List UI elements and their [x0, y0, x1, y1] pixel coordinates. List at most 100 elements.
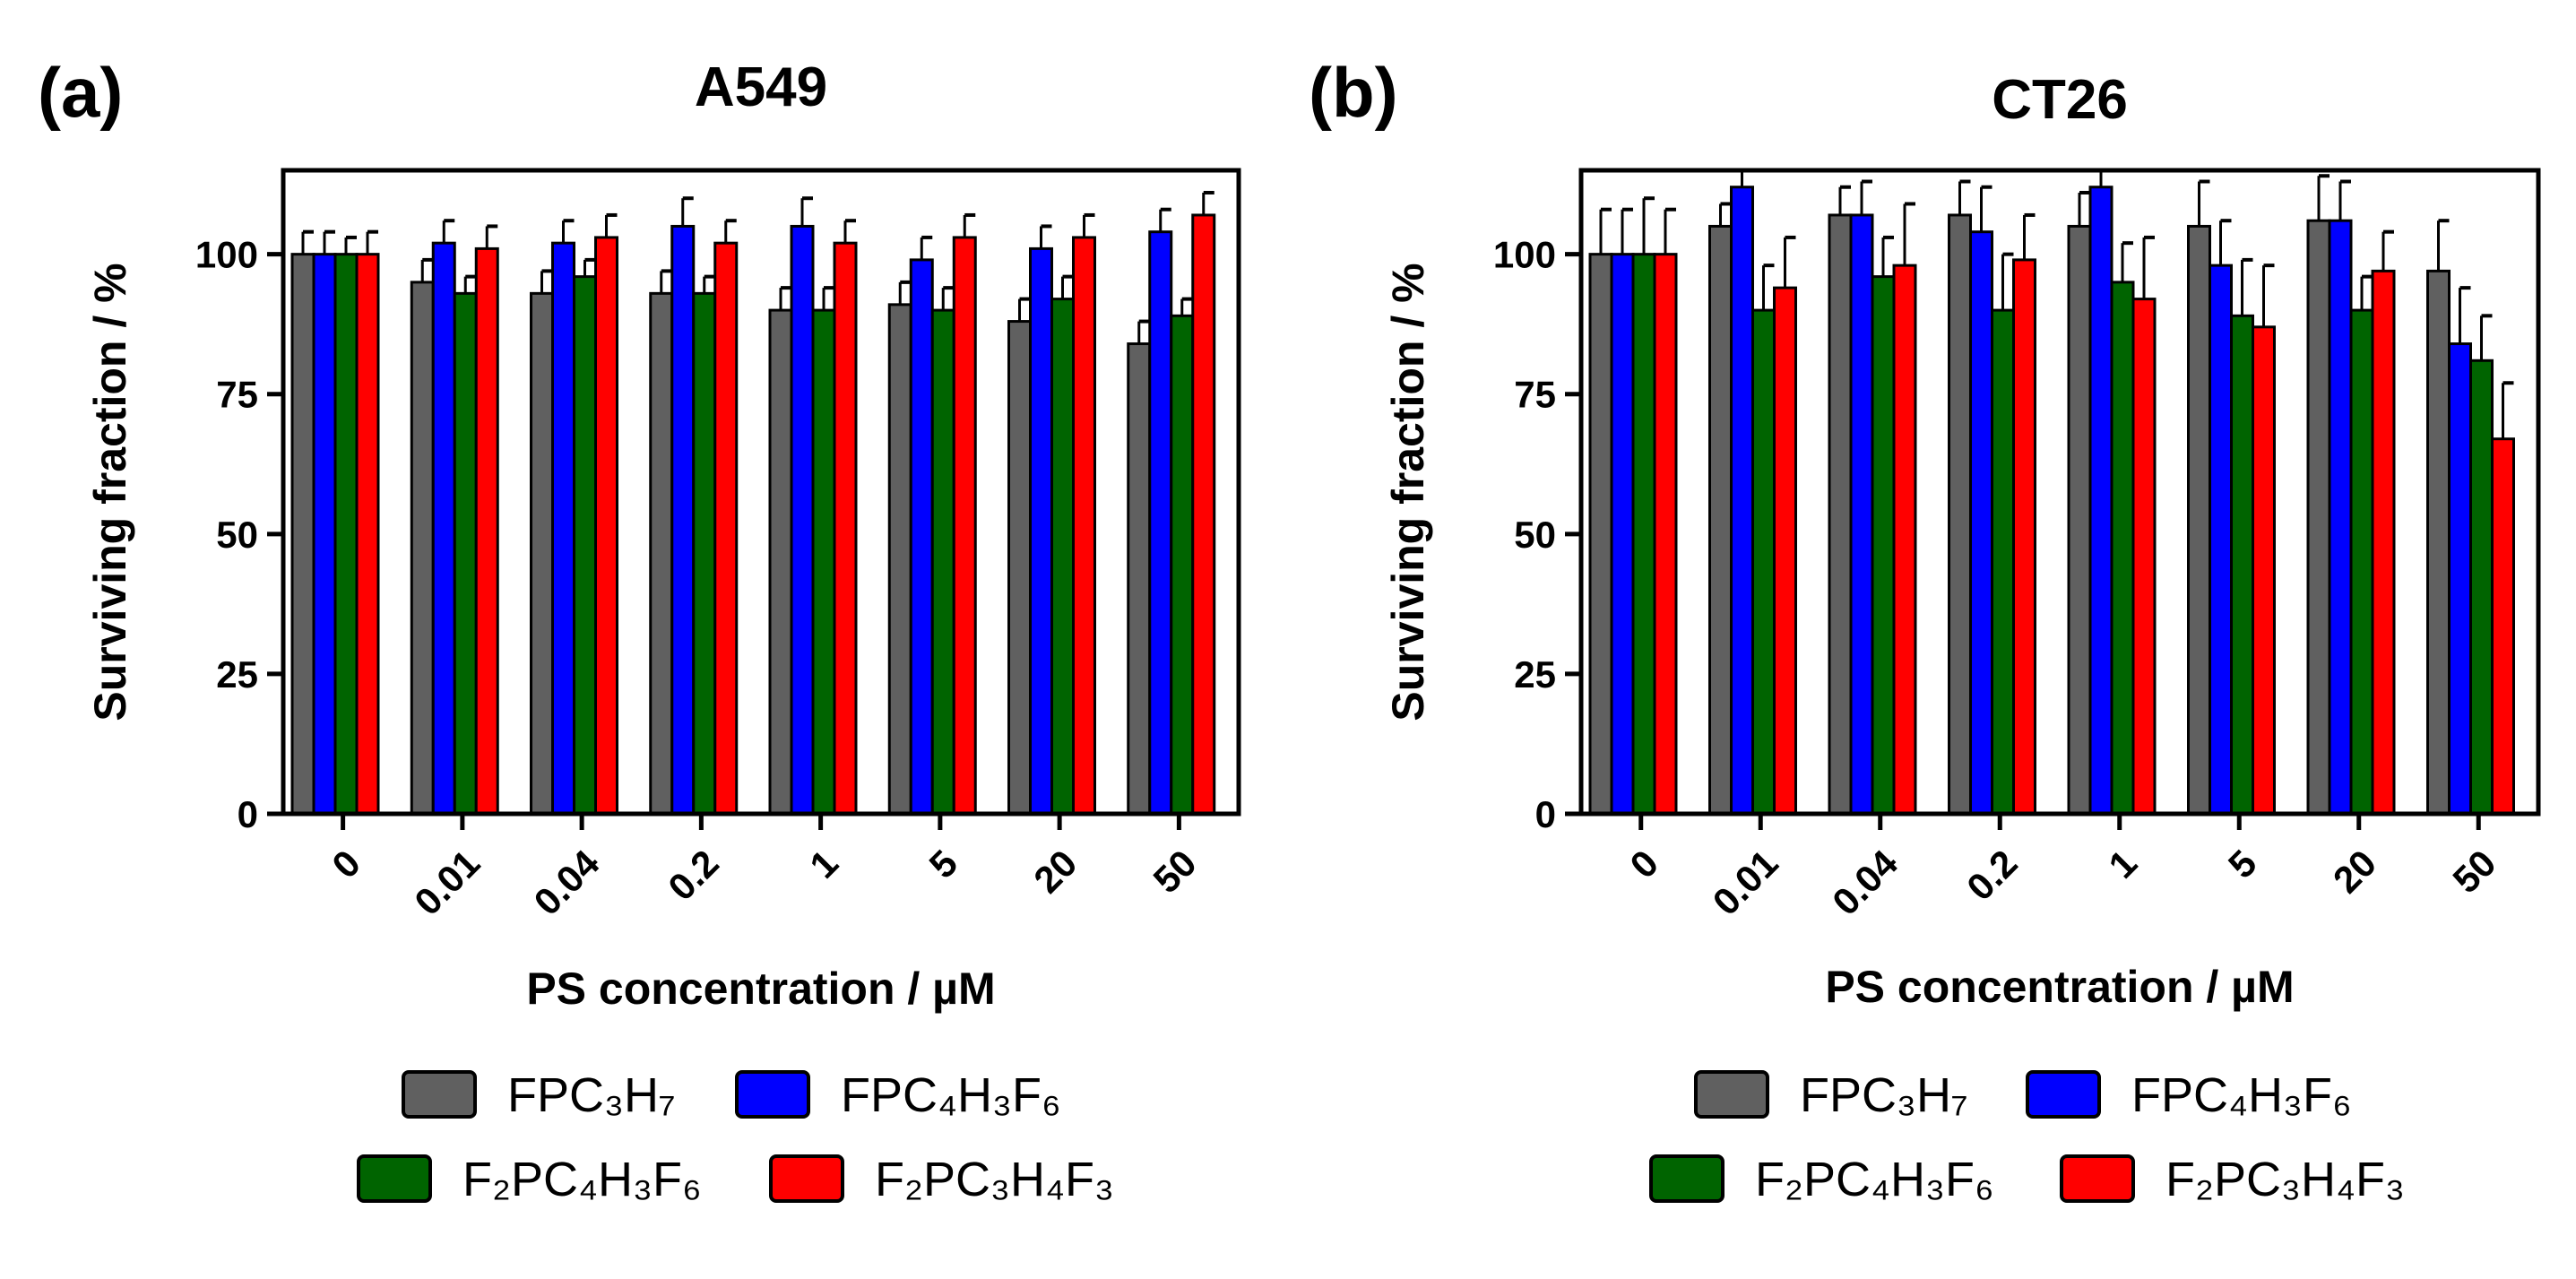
chart-title: A549 [695, 56, 827, 118]
bar-F2PC4H3F6-0.01 [453, 291, 478, 816]
bar-FPC3H7-1 [768, 308, 793, 816]
bar-FPC3H7-0.04 [1828, 213, 1853, 816]
bar-F2PC4H3F6-1 [811, 308, 836, 816]
bar-FPC4H3F6-5 [2209, 264, 2233, 816]
panel-label: (a) [38, 53, 123, 132]
bar-F2PC3H4F3-1 [833, 241, 858, 816]
y-axis-label: Surviving fraction / % [85, 263, 135, 721]
y-tick-label: 75 [216, 374, 258, 416]
bar-F2PC3H4F3-0.2 [713, 241, 739, 816]
bar-FPC4H3F6-0.2 [670, 224, 696, 816]
bar-F2PC4H3F6-5 [2230, 314, 2254, 816]
bar-F2PC3H4F3-20 [2371, 269, 2396, 816]
bar-F2PC4H3F6-0 [1631, 253, 1656, 816]
bar-FPC4H3F6-0.04 [1849, 213, 1874, 816]
y-tick-label: 100 [195, 234, 258, 276]
bar-FPC4H3F6-0 [1610, 253, 1635, 816]
legend-swatch-FPC3H7 [1694, 1070, 1769, 1119]
bar-FPC3H7-0.04 [530, 291, 554, 816]
bar-FPC3H7-20 [1007, 320, 1032, 816]
legend-swatch-F2PC3H4F3 [769, 1154, 844, 1203]
bar-FPC4H3F6-0 [312, 253, 337, 816]
y-tick-label: 75 [1514, 374, 1556, 416]
bar-FPC4H3F6-0.01 [1730, 186, 1754, 816]
x-tick-label: 0.01 [1705, 842, 1786, 923]
legend-swatch-F2PC4H3F6 [357, 1154, 432, 1203]
bar-F2PC4H3F6-20 [2349, 308, 2374, 816]
bar-F2PC4H3F6-0.01 [1751, 308, 1776, 816]
bar-F2PC4H3F6-0 [333, 253, 359, 816]
bar-FPC4H3F6-20 [2328, 219, 2353, 816]
bar-F2PC3H4F3-0.2 [2012, 258, 2036, 816]
y-tick-label: 25 [216, 653, 258, 696]
bar-F2PC3H4F3-0.04 [594, 236, 618, 816]
legend-label-FPC4H3F6: FPC₄H₃F₆ [841, 1068, 1061, 1122]
bar-F2PC4H3F6-5 [930, 308, 955, 816]
chart-panel-0: (a) A549 0 25 50 75 100 0 0.01 0.04 0.2 1 5 20 50 Survi… [38, 53, 1241, 1206]
bar-FPC4H3F6-1 [790, 224, 815, 816]
legend-label-F2PC4H3F6: F₂PC₄H₃F₆ [1755, 1153, 1994, 1206]
bar-FPC4H3F6-50 [1148, 230, 1173, 816]
x-tick-label: 0 [324, 842, 368, 886]
bar-F2PC3H4F3-0.04 [1892, 264, 1917, 816]
bar-F2PC3H4F3-1 [2131, 298, 2157, 816]
legend-label-F2PC4H3F6: F₂PC₄H₃F₆ [462, 1153, 702, 1206]
x-tick-label: 0.01 [406, 842, 488, 923]
x-tick-label: 0.2 [660, 842, 727, 909]
legend-label-F2PC3H4F3: F₂PC₃H₄F₃ [875, 1153, 1114, 1206]
bar-FPC4H3F6-50 [2448, 342, 2472, 816]
bar-FPC3H7-50 [2426, 269, 2451, 816]
bar-F2PC3H4F3-0 [355, 253, 380, 816]
y-tick-label: 25 [1514, 653, 1556, 696]
bar-F2PC3H4F3-5 [2252, 325, 2276, 816]
x-tick-label: 0 [1621, 842, 1666, 886]
bar-FPC3H7-50 [1127, 342, 1152, 816]
x-tick-label: 0.04 [1824, 842, 1906, 923]
bar-F2PC3H4F3-50 [2491, 437, 2515, 816]
x-tick-label: 0.2 [1958, 842, 2026, 909]
chart-panel-1: (b) CT26 0 25 50 75 100 0 0.01 0.04 0.2 1 5 20 50 Survi… [1309, 53, 2541, 1206]
legend-label-FPC3H7: FPC₃H₇ [507, 1068, 676, 1122]
x-tick-label: 50 [1145, 842, 1204, 901]
bar-FPC3H7-0 [290, 253, 316, 816]
bar-FPC4H3F6-5 [909, 258, 934, 816]
x-tick-label: 50 [2444, 842, 2503, 901]
bar-FPC3H7-20 [2306, 219, 2331, 816]
bar-FPC4H3F6-0.01 [431, 241, 456, 816]
bar-F2PC4H3F6-1 [2110, 281, 2135, 816]
y-tick-label: 0 [238, 793, 258, 835]
legend-label-FPC3H7: FPC₃H₇ [1800, 1068, 1968, 1122]
bar-FPC3H7-0.2 [1948, 213, 1972, 816]
bar-FPC3H7-5 [2187, 224, 2211, 816]
bar-F2PC3H4F3-0.01 [1773, 286, 1797, 816]
y-axis-label: Surviving fraction / % [1383, 263, 1433, 721]
bar-FPC4H3F6-20 [1029, 246, 1053, 816]
y-tick-label: 50 [1514, 514, 1556, 556]
bar-F2PC3H4F3-0 [1653, 253, 1678, 816]
bar-FPC3H7-0.01 [410, 281, 435, 816]
legend-swatch-FPC4H3F6 [735, 1070, 810, 1119]
legend-swatch-FPC4H3F6 [2026, 1070, 2101, 1119]
bar-FPC4H3F6-0.04 [551, 241, 575, 816]
legend-label-F2PC3H4F3: F₂PC₃H₄F₃ [2165, 1153, 2405, 1206]
x-axis-label: PS concentration / µM [1825, 962, 2294, 1012]
bar-F2PC4H3F6-50 [2469, 359, 2494, 816]
chart-title: CT26 [1992, 69, 2128, 131]
bar-FPC3H7-0.01 [1708, 224, 1733, 816]
panel-label: (b) [1309, 53, 1398, 132]
x-tick-label: 1 [2100, 842, 2145, 886]
bar-F2PC3H4F3-20 [1072, 236, 1096, 816]
bar-F2PC4H3F6-0.04 [1871, 275, 1896, 816]
plot-frame [1578, 168, 2541, 817]
x-tick-label: 20 [1025, 842, 1085, 901]
plot-frame [281, 168, 1241, 817]
y-tick-label: 0 [1535, 793, 1556, 835]
x-tick-label: 0.04 [525, 842, 607, 923]
bar-FPC3H7-0 [1588, 253, 1613, 816]
legend-swatch-F2PC4H3F6 [1649, 1154, 1725, 1203]
bar-FPC4H3F6-0.2 [1969, 230, 1993, 816]
bar-F2PC3H4F3-50 [1191, 213, 1216, 816]
bar-F2PC4H3F6-0.2 [692, 291, 717, 816]
